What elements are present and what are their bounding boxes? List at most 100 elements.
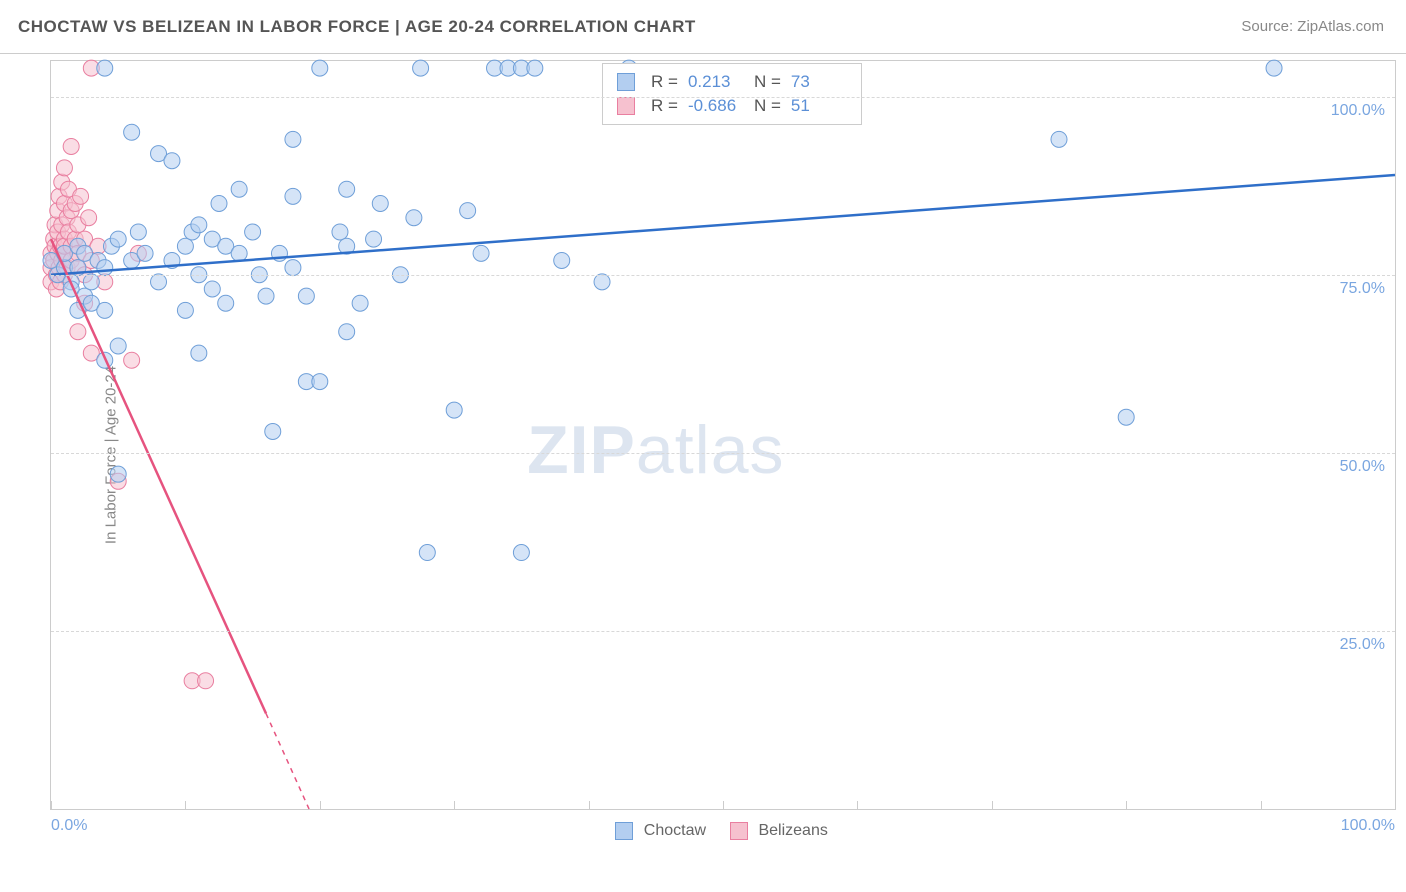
data-point — [73, 188, 89, 204]
legend-label-belizeans: Belizeans — [758, 822, 827, 839]
n-value-belizeans: 51 — [791, 96, 847, 116]
chart-header: CHOCTAW VS BELIZEAN IN LABOR FORCE | AGE… — [0, 0, 1406, 54]
x-tick — [320, 801, 321, 809]
gridline-h — [51, 275, 1395, 276]
data-point — [70, 324, 86, 340]
x-tick-label: 100.0% — [1341, 817, 1395, 835]
data-point — [177, 238, 193, 254]
gridline-h — [51, 97, 1395, 98]
data-point — [83, 274, 99, 290]
data-point — [419, 545, 435, 561]
y-tick-label: 100.0% — [1331, 102, 1385, 120]
data-point — [97, 60, 113, 76]
data-point — [352, 295, 368, 311]
data-point — [231, 181, 247, 197]
data-point — [265, 423, 281, 439]
r-value-belizeans: -0.686 — [688, 96, 744, 116]
stats-box: R = 0.213 N = 73 R = -0.686 N = 51 — [602, 63, 862, 125]
x-tick-label: 0.0% — [51, 817, 87, 835]
data-point — [372, 195, 388, 211]
stats-row-choctaw: R = 0.213 N = 73 — [617, 70, 847, 94]
y-tick-label: 75.0% — [1340, 280, 1385, 298]
data-point — [211, 195, 227, 211]
data-point — [1266, 60, 1282, 76]
legend-swatch-choctaw — [615, 822, 633, 840]
data-point — [366, 231, 382, 247]
data-point — [137, 245, 153, 261]
data-point — [312, 374, 328, 390]
regression-line — [266, 714, 309, 809]
data-point — [231, 245, 247, 261]
data-point — [56, 160, 72, 176]
data-point — [97, 302, 113, 318]
data-point — [339, 324, 355, 340]
data-point — [164, 153, 180, 169]
data-point — [1118, 409, 1134, 425]
data-point — [110, 466, 126, 482]
x-tick — [1395, 801, 1396, 809]
x-tick — [454, 801, 455, 809]
r-value-choctaw: 0.213 — [688, 72, 744, 92]
data-point — [406, 210, 422, 226]
y-tick-label: 25.0% — [1340, 636, 1385, 654]
x-tick — [992, 801, 993, 809]
data-point — [1051, 131, 1067, 147]
stats-swatch-belizeans — [617, 97, 635, 115]
data-point — [285, 260, 301, 276]
regression-line — [51, 239, 266, 713]
data-point — [130, 224, 146, 240]
stats-swatch-choctaw — [617, 73, 635, 91]
data-point — [218, 295, 234, 311]
data-point — [554, 252, 570, 268]
data-point — [339, 181, 355, 197]
data-point — [204, 281, 220, 297]
n-label: N = — [754, 72, 781, 92]
x-tick — [1126, 801, 1127, 809]
data-point — [191, 217, 207, 233]
data-point — [285, 188, 301, 204]
r-label: R = — [651, 72, 678, 92]
plot-svg — [51, 61, 1395, 809]
data-point — [124, 352, 140, 368]
n-value-choctaw: 73 — [791, 72, 847, 92]
chart-area: In Labor Force | Age 20-24 ZIPatlas R = … — [50, 60, 1396, 850]
series-legend: Choctaw Belizeans — [615, 822, 828, 840]
legend-label-choctaw: Choctaw — [644, 822, 706, 839]
data-point — [298, 288, 314, 304]
data-point — [473, 245, 489, 261]
y-tick-label: 50.0% — [1340, 458, 1385, 476]
x-tick — [723, 801, 724, 809]
data-point — [110, 231, 126, 247]
data-point — [97, 260, 113, 276]
data-point — [198, 673, 214, 689]
gridline-h — [51, 631, 1395, 632]
data-point — [460, 203, 476, 219]
r-label: R = — [651, 96, 678, 116]
data-point — [332, 224, 348, 240]
data-point — [63, 138, 79, 154]
data-point — [446, 402, 462, 418]
data-point — [110, 338, 126, 354]
source-attribution: Source: ZipAtlas.com — [1241, 18, 1384, 35]
data-point — [527, 60, 543, 76]
chart-title: CHOCTAW VS BELIZEAN IN LABOR FORCE | AGE… — [18, 17, 696, 37]
x-tick — [185, 801, 186, 809]
data-point — [151, 274, 167, 290]
legend-swatch-belizeans — [730, 822, 748, 840]
data-point — [513, 545, 529, 561]
n-label: N = — [754, 96, 781, 116]
data-point — [312, 60, 328, 76]
plot-rect: ZIPatlas R = 0.213 N = 73 R = -0.686 N =… — [50, 60, 1396, 810]
data-point — [177, 302, 193, 318]
data-point — [81, 210, 97, 226]
data-point — [413, 60, 429, 76]
data-point — [285, 131, 301, 147]
legend-item-belizeans: Belizeans — [730, 822, 828, 840]
legend-item-choctaw: Choctaw — [615, 822, 706, 840]
x-tick — [857, 801, 858, 809]
gridline-h — [51, 453, 1395, 454]
data-point — [594, 274, 610, 290]
x-tick — [51, 801, 52, 809]
data-point — [258, 288, 274, 304]
data-point — [124, 124, 140, 140]
